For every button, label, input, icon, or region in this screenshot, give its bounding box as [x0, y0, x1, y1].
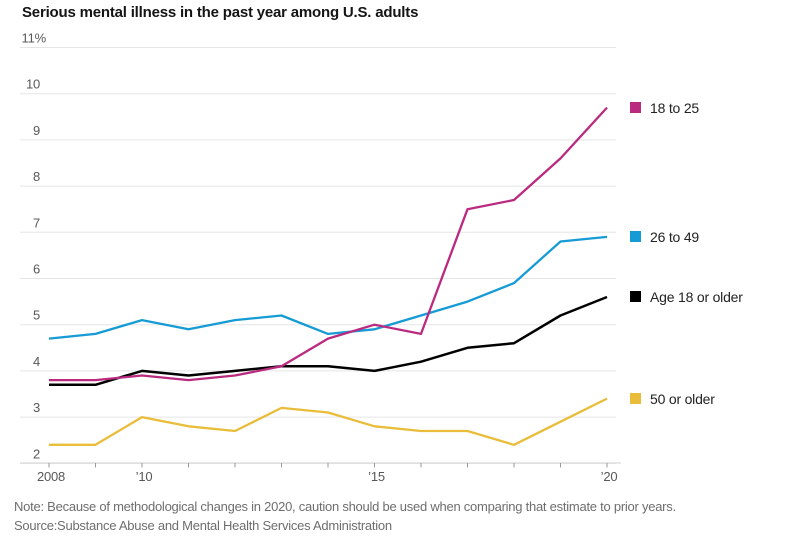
y-axis-label: 11%	[22, 31, 47, 46]
y-axis-label: 7	[33, 215, 40, 230]
y-axis-label: 2	[33, 446, 40, 461]
y-axis-label: 4	[33, 354, 40, 369]
y-axis-label: 6	[33, 262, 40, 277]
line-chart-plot: 11% 10 9 8 7 6 5 4 3 2 2008 ’10 ’15 ’20	[20, 31, 621, 484]
chart-note: Note: Because of methodological changes …	[14, 499, 676, 514]
series-line-age-18-or-older	[49, 295, 608, 387]
chart-source: Source:Substance Abuse and Mental Health…	[14, 518, 392, 533]
x-axis-label: ’20	[601, 469, 618, 484]
y-axis-label: 10	[26, 77, 40, 92]
chart-title: Serious mental illness in the past year …	[22, 4, 419, 21]
y-axis-label: 5	[33, 308, 40, 323]
y-axis-label: 3	[33, 400, 40, 415]
x-axis-label: 2008	[37, 469, 65, 484]
x-axis-label: ’10	[136, 469, 153, 484]
series-line-18-to-25	[49, 106, 608, 382]
series-line-26-to-49	[48, 235, 608, 340]
y-axis-label: 8	[33, 169, 40, 184]
y-axis-label: 9	[33, 123, 40, 138]
series-line-50-or-older	[49, 397, 608, 446]
x-axis-label: ’15	[368, 469, 385, 484]
